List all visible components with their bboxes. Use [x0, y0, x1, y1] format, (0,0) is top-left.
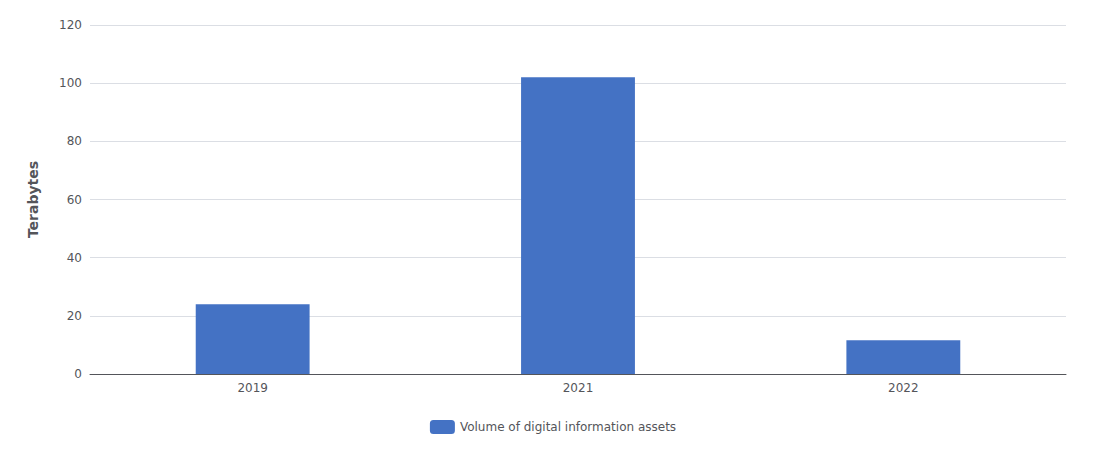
svg-text:60: 60 — [67, 193, 82, 207]
svg-text:2021: 2021 — [563, 381, 594, 395]
svg-text:20: 20 — [67, 309, 82, 323]
svg-text:100: 100 — [59, 76, 82, 90]
svg-text:Terabytes: Terabytes — [25, 161, 41, 238]
svg-text:40: 40 — [67, 251, 82, 265]
svg-text:120: 120 — [59, 18, 82, 32]
svg-text:0: 0 — [74, 367, 82, 381]
svg-text:Volume of digital information: Volume of digital information assets — [460, 420, 676, 434]
svg-text:2022: 2022 — [888, 381, 919, 395]
svg-text:80: 80 — [67, 134, 82, 148]
svg-text:2019: 2019 — [237, 381, 268, 395]
